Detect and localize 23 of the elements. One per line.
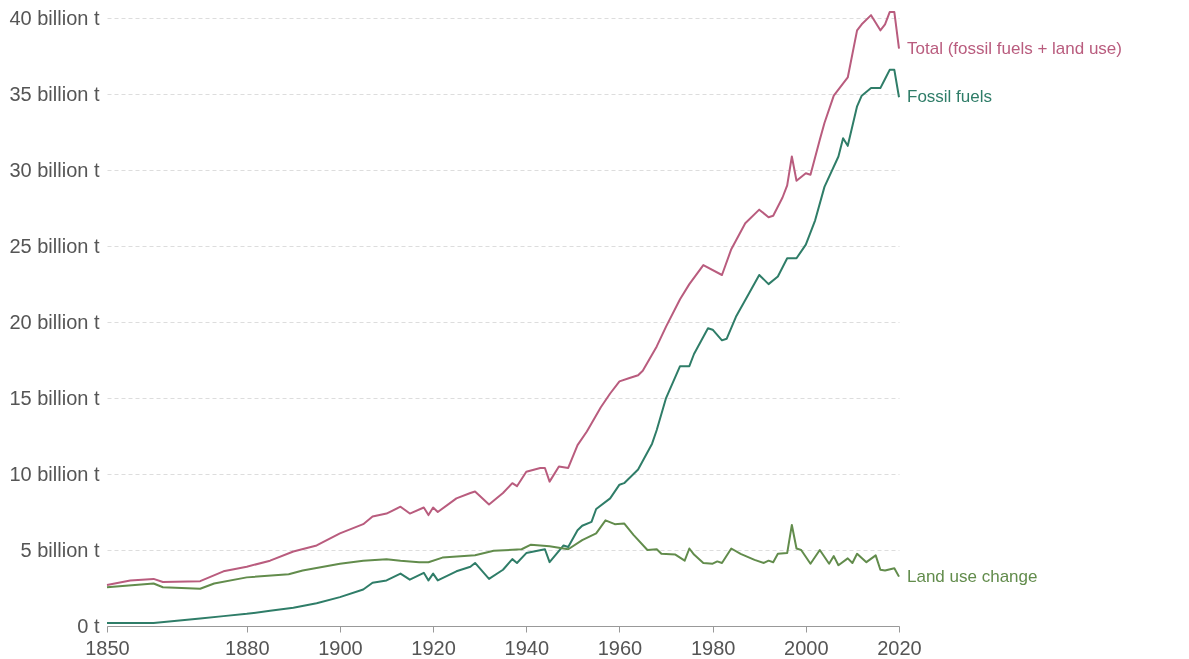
y-tick-label: 40 billion t bbox=[9, 6, 100, 29]
series-label: Fossil fuels bbox=[907, 87, 993, 107]
x-tick-label: 1960 bbox=[597, 636, 643, 659]
y-tick-label: 35 billion t bbox=[9, 82, 100, 105]
y-tick-label: 30 billion t bbox=[9, 158, 100, 181]
series-label: Total (fossil fuels + land use) bbox=[907, 38, 1122, 58]
y-tick-label: 15 billion t bbox=[9, 386, 100, 409]
x-tick-label: 1920 bbox=[411, 636, 456, 659]
y-tick-label: 25 billion t bbox=[9, 234, 100, 257]
x-tick-label: 1900 bbox=[318, 636, 363, 659]
line-series bbox=[106, 11, 900, 586]
x-tick-label: 1940 bbox=[504, 636, 550, 659]
line-series bbox=[106, 519, 900, 590]
x-tick-label: 1880 bbox=[225, 636, 270, 659]
x-tick-label: 1980 bbox=[690, 636, 736, 659]
series-label: Land use change bbox=[907, 566, 1038, 586]
x-tick-label: 2020 bbox=[877, 636, 922, 659]
x-tick-label: 1850 bbox=[85, 636, 130, 659]
y-tick-label: 20 billion t bbox=[9, 310, 100, 333]
y-tick-label: 10 billion t bbox=[9, 462, 100, 485]
x-tick-label: 2000 bbox=[784, 636, 829, 659]
y-tick-label: 0 t bbox=[77, 614, 100, 637]
y-tick-label: 5 billion t bbox=[20, 538, 100, 561]
